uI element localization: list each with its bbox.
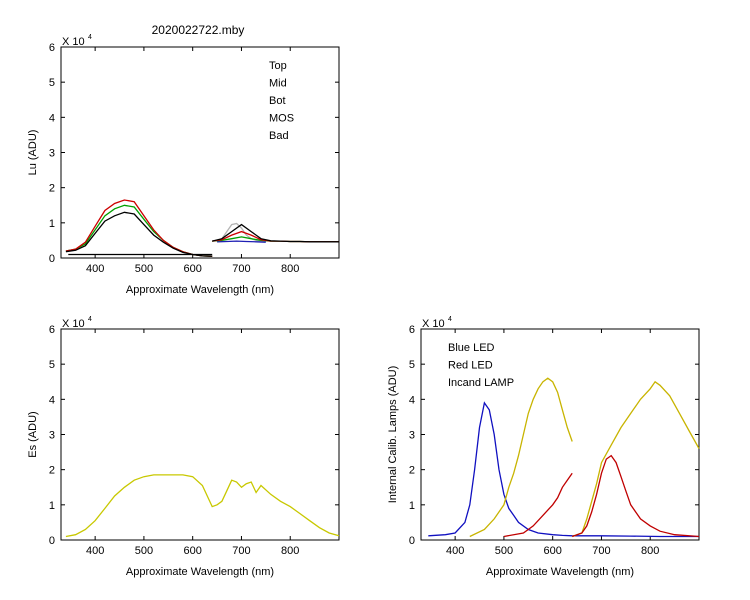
- x-tick-label: 800: [281, 545, 299, 557]
- y-tick-label: 0: [409, 535, 415, 547]
- x-tick-label: 400: [86, 263, 104, 275]
- y-tick-label: 2: [409, 465, 415, 477]
- y-tick-label: 2: [49, 183, 55, 195]
- series-mid: [212, 230, 339, 243]
- plot-frame: [60, 328, 340, 541]
- y-tick-label: 4: [49, 394, 55, 406]
- scale-factor-exponent: 4: [88, 34, 92, 41]
- legend-entry: Red LED: [448, 360, 493, 372]
- y-tick-label: 5: [409, 359, 415, 371]
- series-top: [65, 211, 213, 257]
- series-blue-led: [572, 535, 699, 538]
- figure-title: 2020022722.mby: [152, 23, 245, 37]
- x-tick-label: 700: [232, 263, 250, 275]
- y-tick-label: 4: [409, 394, 415, 406]
- legend-entry: Incand LAMP: [448, 377, 514, 389]
- series-mos: [217, 240, 266, 243]
- series-top: [212, 223, 339, 243]
- y-tick-label: 6: [409, 324, 415, 336]
- legend-entry: Bot: [269, 95, 286, 107]
- chart-lu: 400 500 600 700 800 0 1 2 3 4 5 6 Approximate Wavele…: [27, 34, 340, 296]
- plot-frame: [60, 46, 340, 259]
- series-mid: [65, 199, 213, 257]
- x-tick-label: 600: [184, 263, 202, 275]
- x-tick-label: 800: [641, 545, 659, 557]
- y-tick-label: 6: [49, 42, 55, 54]
- y-tick-label: 1: [409, 500, 415, 512]
- y-axis-label: Es (ADU): [27, 411, 39, 457]
- y-tick-label: 3: [409, 430, 415, 442]
- x-tick-label: 600: [544, 545, 562, 557]
- y-axis-label: Internal Calib. Lamps (ADU): [387, 366, 399, 504]
- y-tick-label: 5: [49, 77, 55, 89]
- legend-entry: MOS: [269, 113, 294, 125]
- scale-factor-exponent: 4: [448, 316, 452, 323]
- series-blue-led: [428, 401, 573, 537]
- y-tick-label: 5: [49, 359, 55, 371]
- series-es: [65, 474, 340, 538]
- x-tick-label: 700: [592, 545, 610, 557]
- y-tick-label: 3: [49, 430, 55, 442]
- legend-entry: Bad: [269, 130, 289, 142]
- y-tick-label: 3: [49, 148, 55, 160]
- y-tick-label: 4: [49, 112, 55, 124]
- x-axis-label: Approximate Wavelength (nm): [126, 284, 274, 296]
- scale-factor-label: X 10: [422, 318, 445, 330]
- x-tick-label: 400: [86, 545, 104, 557]
- series-bot: [65, 204, 213, 257]
- y-tick-label: 0: [49, 253, 55, 265]
- legend-entry: Blue LED: [448, 342, 495, 354]
- y-tick-label: 1: [49, 500, 55, 512]
- y-tick-label: 6: [49, 324, 55, 336]
- x-tick-label: 500: [135, 545, 153, 557]
- chart-es: 400 500 600 700 800 0 1 2 3 4 5 6 Approximate Wavele…: [27, 316, 340, 578]
- y-tick-label: 2: [49, 465, 55, 477]
- scale-factor-label: X 10: [62, 36, 85, 48]
- x-axis-label: Approximate Wavelength (nm): [486, 566, 634, 578]
- series-bad: [216, 222, 266, 243]
- y-axis-label: Lu (ADU): [27, 130, 39, 176]
- series-red-led: [571, 454, 700, 538]
- x-tick-label: 500: [495, 545, 513, 557]
- chart-lamps: 400 500 600 700 800 0 1 2 3 4 5 6 Approximate Wavele…: [387, 316, 700, 578]
- scale-factor-label: X 10: [62, 318, 85, 330]
- y-tick-label: 0: [49, 535, 55, 547]
- legend-entry: Mid: [269, 78, 287, 90]
- x-tick-label: 500: [135, 263, 153, 275]
- x-tick-label: 800: [281, 263, 299, 275]
- x-tick-label: 600: [184, 545, 202, 557]
- series-incand-lamp: [469, 377, 573, 538]
- x-tick-label: 700: [232, 545, 250, 557]
- y-tick-label: 1: [49, 218, 55, 230]
- legend-entry: Top: [269, 60, 287, 72]
- series-red-led: [503, 472, 573, 538]
- series-incand-lamp: [571, 380, 700, 538]
- x-tick-label: 400: [446, 545, 464, 557]
- x-axis-label: Approximate Wavelength (nm): [126, 566, 274, 578]
- scale-factor-exponent: 4: [88, 316, 92, 323]
